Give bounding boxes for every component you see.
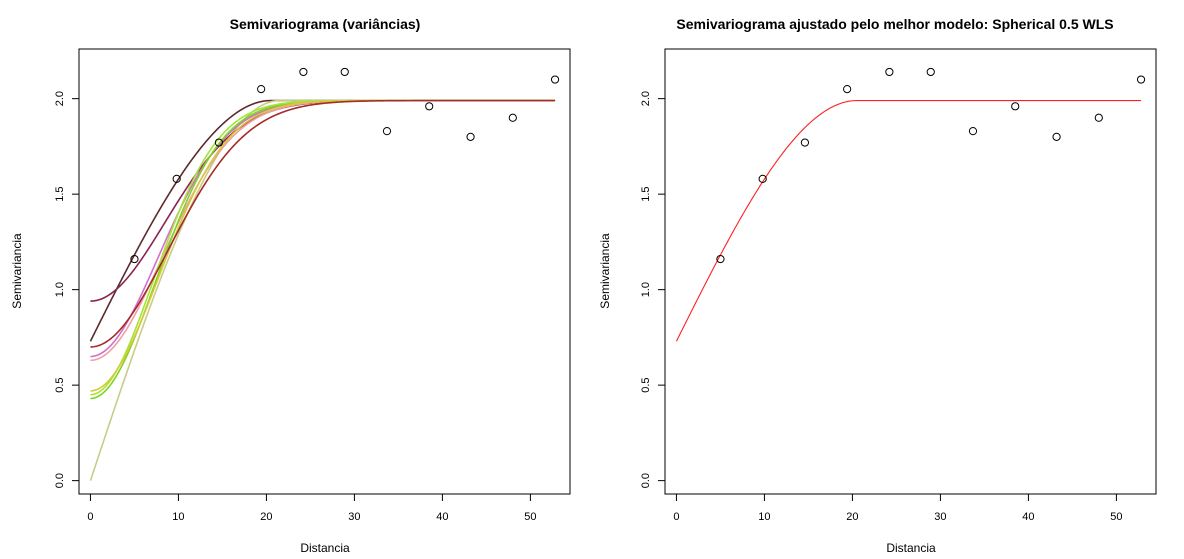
x-tick-label: 0 <box>87 511 93 523</box>
y-axis-label-right: Semivariancia <box>598 233 612 309</box>
data-point <box>1094 113 1103 122</box>
data-point <box>299 67 308 77</box>
data-point <box>968 127 978 136</box>
fitted-curve-9 <box>90 99 556 348</box>
axis-ticks-right: 0 10 20 30 40 50 0.0 0.5 1.0 1.5 2.0 <box>640 91 1123 523</box>
x-tick-label: 10 <box>172 511 184 523</box>
x-axis-label-left: Distancia <box>300 541 350 555</box>
y-tick-label: 1.5 <box>54 187 66 202</box>
x-tick-label: 40 <box>436 511 448 523</box>
data-point <box>214 138 224 147</box>
y-tick-label: 1.0 <box>640 282 652 297</box>
x-tick-label: 50 <box>524 511 536 523</box>
fitted-curve-8 <box>90 99 556 392</box>
data-point <box>926 67 935 77</box>
data-point <box>1011 102 1020 111</box>
data-point <box>340 67 349 77</box>
data-point <box>172 174 181 183</box>
x-tick-label: 20 <box>846 511 858 523</box>
chart-title-right: Semivariograma ajustado pelo melhor mode… <box>676 16 1113 32</box>
x-tick-label: 40 <box>1022 511 1034 523</box>
data-point <box>508 113 517 122</box>
data-point <box>130 254 139 264</box>
y-axis-label-left: Semivariancia <box>10 233 24 309</box>
data-point <box>885 67 894 77</box>
data-point <box>425 102 434 111</box>
y-tick-label: 2.0 <box>54 91 66 106</box>
fitted-curve-4 <box>90 99 556 358</box>
y-tick-label: 1.0 <box>54 282 66 297</box>
data-points-left <box>130 67 560 264</box>
x-tick-label: 50 <box>1110 511 1122 523</box>
y-tick-label: 0.5 <box>54 377 66 392</box>
y-tick-label: 0.0 <box>54 473 66 488</box>
data-point <box>466 132 475 141</box>
y-tick-label: 0.0 <box>640 473 652 488</box>
x-tick-label: 0 <box>673 511 679 523</box>
data-point <box>800 138 810 147</box>
fitted-curve-1 <box>675 100 1142 342</box>
x-tick-label: 10 <box>758 511 770 523</box>
fitted-curve-1 <box>89 99 556 342</box>
y-tick-label: 0.5 <box>640 377 652 392</box>
y-tick-label: 1.5 <box>640 187 652 202</box>
x-tick-label: 20 <box>260 511 272 523</box>
data-points-right <box>716 67 1146 264</box>
data-point <box>758 174 767 183</box>
data-point <box>550 75 560 84</box>
fitted-curve-7 <box>90 99 556 396</box>
data-point <box>257 85 266 94</box>
plot-frame-right <box>664 48 1157 495</box>
chart-title-left: Semivariograma (variâncias) <box>230 16 421 32</box>
data-point <box>1136 75 1146 84</box>
axis-ticks-left: 0 10 20 30 40 50 0.0 0.5 1.0 1.5 2.0 <box>54 91 537 523</box>
x-axis-label-right: Distancia <box>886 541 936 555</box>
data-point <box>716 254 725 264</box>
data-point <box>843 85 852 94</box>
fitted-curves-right <box>675 100 1142 342</box>
chart-panel-right: Semivariograma ajustado pelo melhor mode… <box>598 16 1157 555</box>
fitted-curves-left <box>89 99 556 481</box>
fitted-curve-2 <box>89 99 556 481</box>
y-tick-label: 2.0 <box>640 91 652 106</box>
data-point <box>1052 132 1061 141</box>
data-point <box>382 127 392 136</box>
fitted-curve-6 <box>90 99 556 400</box>
x-tick-label: 30 <box>934 511 946 523</box>
chart-panel-left: Semivariograma (variâncias) 0 10 20 30 40 500… <box>10 16 571 555</box>
x-tick-label: 30 <box>348 511 360 523</box>
